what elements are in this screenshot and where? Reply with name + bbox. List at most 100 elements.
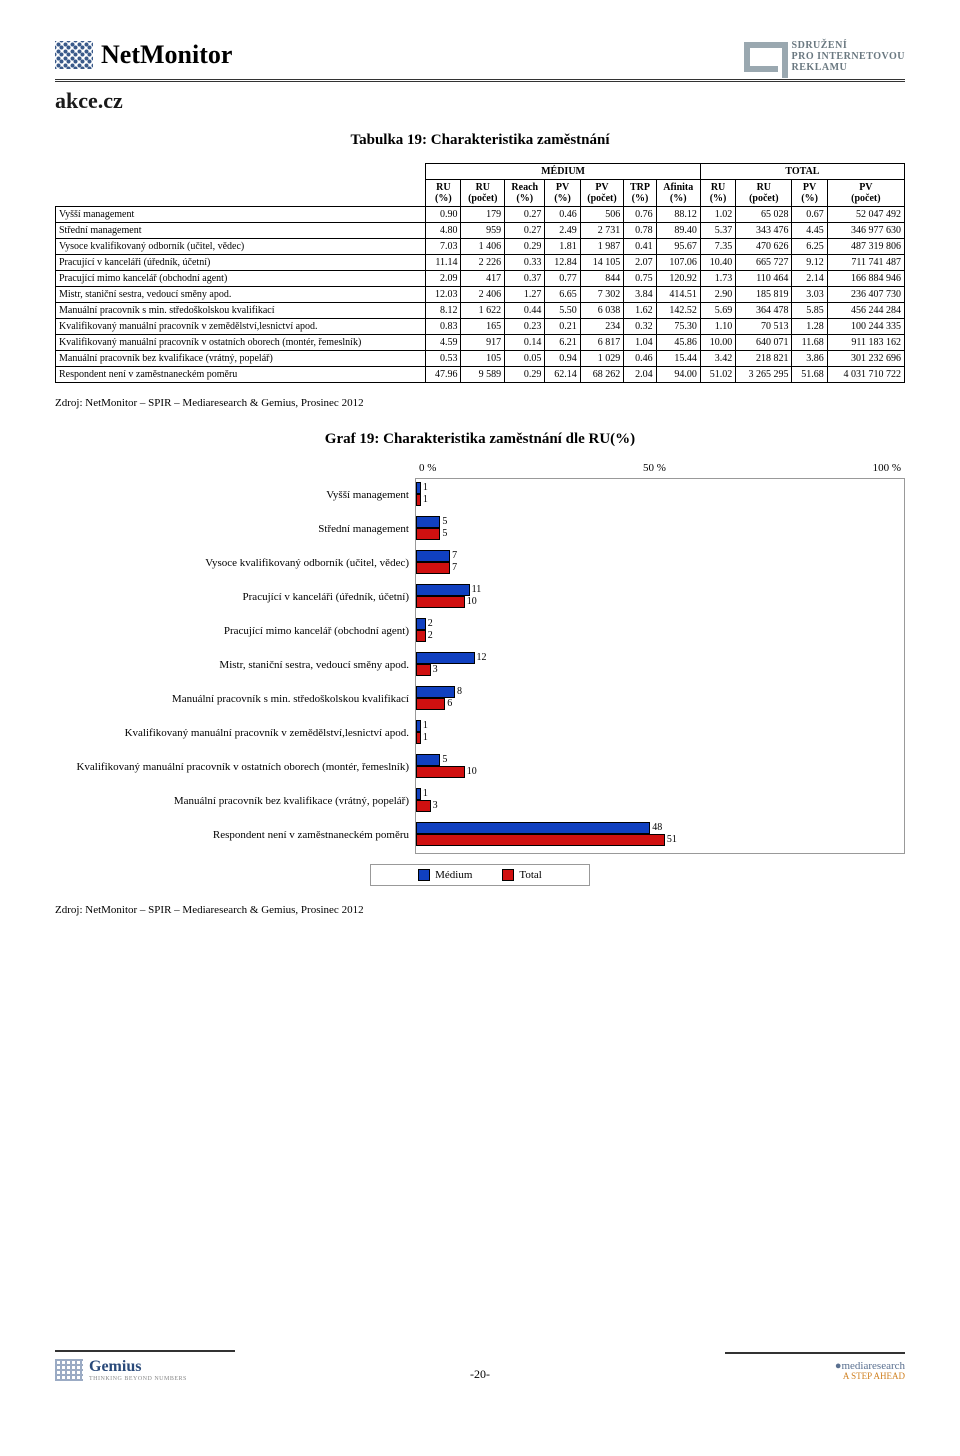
cell-value: 14 105 <box>580 255 624 271</box>
bar-row: 4851 <box>416 819 904 853</box>
cell-value: 12.03 <box>426 287 461 303</box>
bar-medium: 1 <box>416 482 421 494</box>
cell-value: 5.37 <box>700 223 735 239</box>
cell-value: 1.81 <box>545 239 580 255</box>
cell-value: 665 727 <box>736 255 792 271</box>
cell-value: 234 <box>580 319 624 335</box>
table-title: Tabulka 19: Charakteristika zaměstnání <box>55 132 905 149</box>
cell-value: 2 406 <box>461 287 505 303</box>
cell-value: 959 <box>461 223 505 239</box>
source-line-1: Zdroj: NetMonitor – SPIR – Mediaresearch… <box>55 397 905 409</box>
row-label: Manuální pracovník bez kvalifikace (vrát… <box>56 351 426 367</box>
cell-value: 1.73 <box>700 271 735 287</box>
bar-value: 3 <box>433 664 438 675</box>
group-total: TOTAL <box>700 164 904 180</box>
table-row: Vysoce kvalifikovaný odborník (učitel, v… <box>56 239 905 255</box>
cell-value: 640 071 <box>736 335 792 351</box>
col-header: RU(počet) <box>461 180 505 207</box>
cell-value: 1 987 <box>580 239 624 255</box>
bar-total: 6 <box>416 698 445 710</box>
bar-total: 10 <box>416 766 465 778</box>
col-header: Reach(%) <box>505 180 545 207</box>
cell-value: 218 821 <box>736 351 792 367</box>
page-number: -20- <box>235 1367 725 1382</box>
cell-value: 95.67 <box>656 239 700 255</box>
cell-value: 236 407 730 <box>827 287 904 303</box>
cell-value: 0.83 <box>426 319 461 335</box>
col-header: RU(počet) <box>736 180 792 207</box>
cell-value: 0.27 <box>505 223 545 239</box>
bar-value: 10 <box>467 596 477 607</box>
cell-value: 9 589 <box>461 367 505 383</box>
chart-legend: Médium Total <box>370 864 590 886</box>
logo-grid-icon <box>55 41 93 69</box>
cell-value: 5.69 <box>700 303 735 319</box>
cell-value: 52 047 492 <box>827 207 904 223</box>
chart-category-label: Manuální pracovník bez kvalifikace (vrát… <box>55 784 415 818</box>
cell-value: 7.03 <box>426 239 461 255</box>
cell-value: 8.12 <box>426 303 461 319</box>
row-label: Manuální pracovník s min. středoškolskou… <box>56 303 426 319</box>
cell-value: 4.59 <box>426 335 461 351</box>
bar-total: 1 <box>416 732 421 744</box>
bar-row: 11 <box>416 717 904 751</box>
cell-value: 1.62 <box>624 303 656 319</box>
bar-value: 2 <box>428 630 433 641</box>
cell-value: 5.85 <box>792 303 827 319</box>
cell-value: 7 302 <box>580 287 624 303</box>
cell-value: 456 244 284 <box>827 303 904 319</box>
legend-swatch-total <box>502 869 514 881</box>
netmonitor-logo: NetMonitor <box>55 40 232 70</box>
bar-total: 3 <box>416 664 431 676</box>
bar-value: 7 <box>452 562 457 573</box>
cell-value: 346 977 630 <box>827 223 904 239</box>
cell-value: 12.84 <box>545 255 580 271</box>
group-medium: MÉDIUM <box>426 164 701 180</box>
bar-total: 3 <box>416 800 431 812</box>
cell-value: 6.65 <box>545 287 580 303</box>
bar-medium: 7 <box>416 550 450 562</box>
table-row: Pracující v kanceláři (úředník, účetní)1… <box>56 255 905 271</box>
cell-value: 68 262 <box>580 367 624 383</box>
table-row: Respondent není v zaměstnaneckém poměru4… <box>56 367 905 383</box>
cell-value: 70 513 <box>736 319 792 335</box>
cell-value: 0.77 <box>545 271 580 287</box>
cell-value: 179 <box>461 207 505 223</box>
cell-value: 1.10 <box>700 319 735 335</box>
cell-value: 11.14 <box>426 255 461 271</box>
cell-value: 100 244 335 <box>827 319 904 335</box>
cell-value: 0.37 <box>505 271 545 287</box>
bar-row: 13 <box>416 785 904 819</box>
cell-value: 165 <box>461 319 505 335</box>
mediaresearch-logo: ●mediaresearch A STEP AHEAD <box>725 1360 905 1382</box>
cell-value: 0.23 <box>505 319 545 335</box>
bar-value: 2 <box>428 618 433 629</box>
cell-value: 6.21 <box>545 335 580 351</box>
cell-value: 844 <box>580 271 624 287</box>
chart-category-label: Pracující v kanceláři (úředník, účetní) <box>55 580 415 614</box>
bar-row: 1110 <box>416 581 904 615</box>
chart-category-label: Pracující mimo kancelář (obchodní agent) <box>55 614 415 648</box>
bar-value: 11 <box>472 584 482 595</box>
cell-value: 94.00 <box>656 367 700 383</box>
cell-value: 65 028 <box>736 207 792 223</box>
source-line-2: Zdroj: NetMonitor – SPIR – Mediaresearch… <box>55 904 905 916</box>
bar-total: 5 <box>416 528 440 540</box>
bar-row: 510 <box>416 751 904 785</box>
cell-value: 0.90 <box>426 207 461 223</box>
row-label: Pracující mimo kancelář (obchodní agent) <box>56 271 426 287</box>
cell-value: 917 <box>461 335 505 351</box>
cell-value: 3.03 <box>792 287 827 303</box>
cell-value: 2.90 <box>700 287 735 303</box>
chart-axis: 0 % 50 % 100 % <box>415 462 905 478</box>
cell-value: 2.04 <box>624 367 656 383</box>
legend-swatch-medium <box>418 869 430 881</box>
col-header: RU(%) <box>426 180 461 207</box>
cell-value: 506 <box>580 207 624 223</box>
bar-value: 1 <box>423 720 428 731</box>
cell-value: 1 622 <box>461 303 505 319</box>
table-row: Kvalifikovaný manuální pracovník v ostat… <box>56 335 905 351</box>
bar-row: 86 <box>416 683 904 717</box>
cell-value: 47.96 <box>426 367 461 383</box>
cell-value: 0.05 <box>505 351 545 367</box>
